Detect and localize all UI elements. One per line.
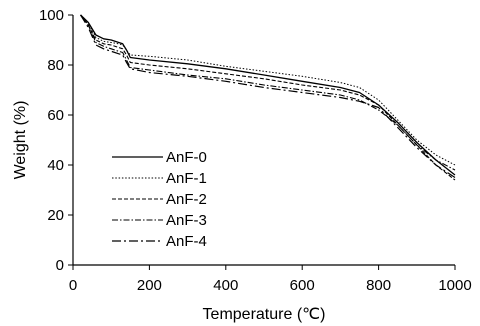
legend-label-anf-4: AnF-4	[166, 233, 207, 250]
y-axis-label: Weight (%)	[12, 101, 29, 180]
series-line-anf-3	[80, 14, 456, 171]
y-tick-label: 60	[47, 107, 64, 124]
y-tick-label: 80	[47, 57, 64, 74]
legend-label-anf-1: AnF-1	[166, 170, 207, 187]
x-axis-label: Temperature (℃)	[203, 306, 326, 323]
legend-label-anf-3: AnF-3	[166, 212, 207, 229]
y-tick-label: 20	[47, 207, 64, 224]
axes: 0 200 400 600 800 1000 0 20 40 60 80 100	[39, 7, 472, 294]
x-tick-label: 1000	[438, 277, 471, 294]
y-tick-label: 100	[39, 7, 64, 24]
series-line-anf-2	[80, 14, 456, 181]
series-line-anf-0	[80, 14, 456, 176]
legend-label-anf-2: AnF-2	[166, 191, 207, 208]
x-tick-label: 800	[366, 277, 391, 294]
x-tick-label: 400	[213, 277, 238, 294]
legend: AnF-0 AnF-1 AnF-2 AnF-3 AnF-4	[112, 149, 207, 250]
series-line-anf-4	[80, 14, 456, 179]
x-tick-label: 200	[137, 277, 162, 294]
x-tick-label: 0	[69, 277, 77, 294]
y-tick-label: 0	[56, 257, 64, 274]
legend-label-anf-0: AnF-0	[166, 149, 207, 166]
series-line-anf-1	[80, 14, 456, 166]
y-tick-label: 40	[47, 157, 64, 174]
series-layer	[80, 14, 456, 181]
x-tick-label: 600	[290, 277, 315, 294]
